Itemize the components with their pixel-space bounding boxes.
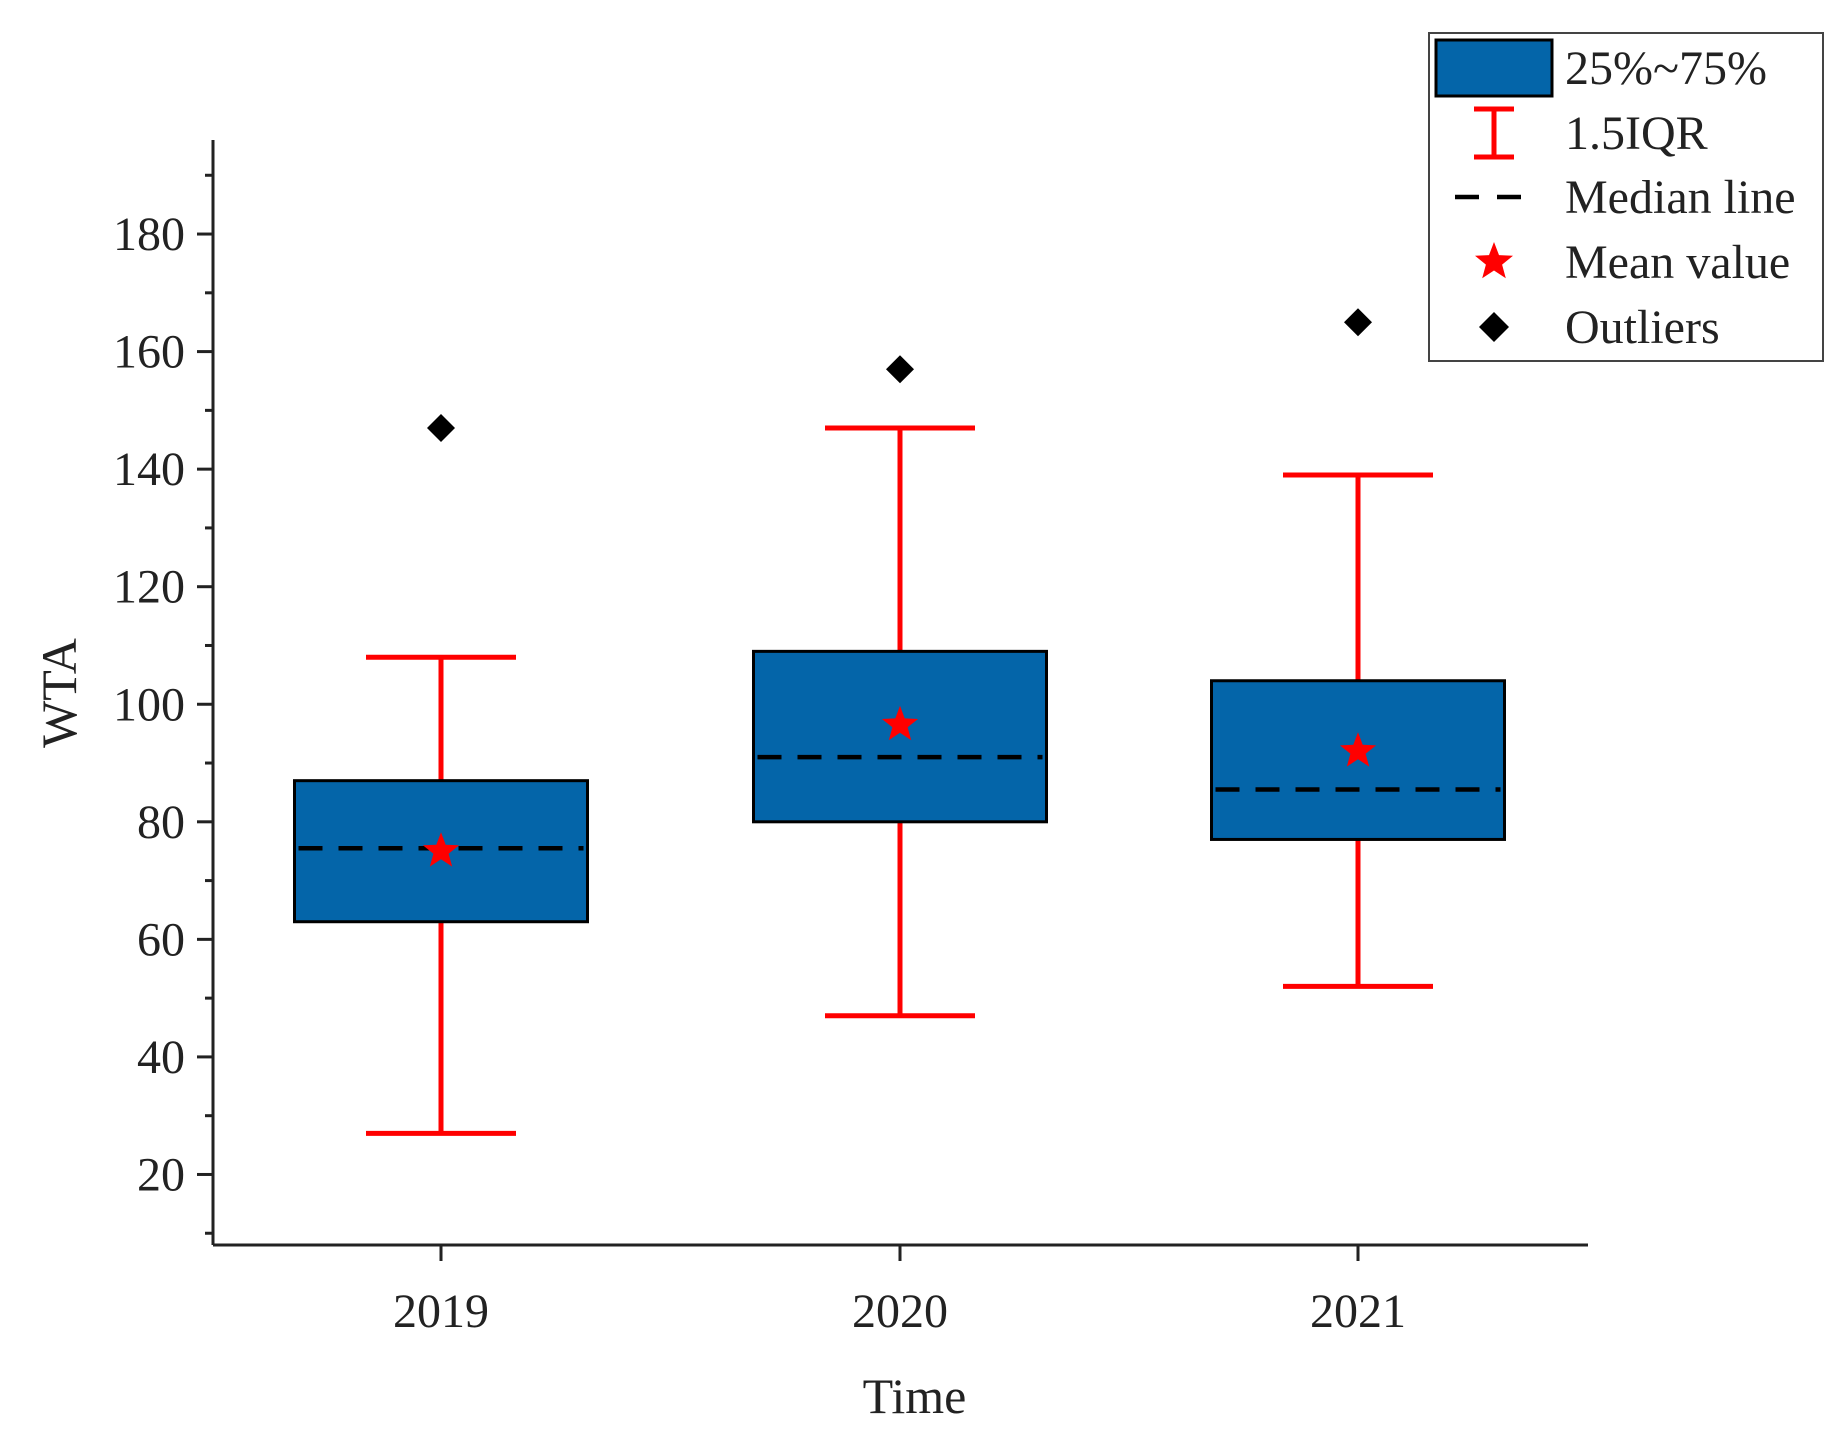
legend-label-whisker: 1.5IQR bbox=[1565, 107, 1708, 160]
box-group-2019 bbox=[293, 414, 589, 1136]
box-group-2021 bbox=[1210, 308, 1506, 989]
mean-marker-2021 bbox=[1339, 732, 1377, 767]
legend-label-outlier: Outliers bbox=[1565, 301, 1720, 354]
y-tick-label: 160 bbox=[113, 326, 185, 379]
y-tick-label: 120 bbox=[113, 561, 185, 614]
plot-area bbox=[293, 308, 1506, 1136]
x-tick-label: 2019 bbox=[393, 1285, 489, 1338]
y-tick-label: 180 bbox=[113, 208, 185, 261]
x-tick-label: 2021 bbox=[1310, 1285, 1406, 1338]
legend-label-median: Median line bbox=[1565, 171, 1796, 224]
y-tick-label: 20 bbox=[137, 1148, 185, 1201]
y-tick-label: 60 bbox=[137, 913, 185, 966]
y-tick-label: 40 bbox=[137, 1031, 185, 1084]
x-axis-title: Time bbox=[863, 1368, 967, 1424]
legend-label-box: 25%~75% bbox=[1565, 42, 1767, 95]
y-axis-title: WTA bbox=[31, 638, 87, 748]
legend-outlier-swatch bbox=[1479, 312, 1509, 342]
legend-label-mean: Mean value bbox=[1565, 236, 1790, 289]
iqr-box-2020 bbox=[752, 649, 1048, 824]
outlier-marker-2020-0 bbox=[886, 355, 914, 384]
legend-entry-mean: Mean value bbox=[1475, 236, 1790, 289]
outlier-marker-2019-0 bbox=[427, 414, 455, 443]
legend-mean-swatch bbox=[1475, 242, 1513, 279]
box-group-2020 bbox=[752, 355, 1048, 1019]
outlier-marker-2021-0 bbox=[1344, 308, 1372, 337]
x-tick-label: 2020 bbox=[852, 1285, 948, 1338]
y-tick-label: 100 bbox=[113, 678, 185, 731]
mean-marker-2019 bbox=[422, 832, 460, 867]
iqr-box-2021 bbox=[1210, 679, 1506, 841]
legend-entry-median: Median line bbox=[1455, 171, 1796, 224]
legend-box-swatch bbox=[1434, 38, 1554, 98]
mean-marker-2020 bbox=[881, 705, 919, 741]
y-tick-label: 80 bbox=[137, 796, 185, 849]
legend: 25%~75% 1.5IQR Median line Mean value Outlie… bbox=[1428, 32, 1824, 362]
y-tick-label: 140 bbox=[113, 443, 185, 496]
axes: 20 40 60 80 100 120 140 160 180 2019 2020 2021 Time W… bbox=[31, 140, 1588, 1424]
legend-entry-outlier: Outliers bbox=[1479, 301, 1720, 354]
legend-entry-box: 25%~75% bbox=[1434, 38, 1767, 98]
legend-entry-whisker: 1.5IQR bbox=[1474, 106, 1708, 160]
